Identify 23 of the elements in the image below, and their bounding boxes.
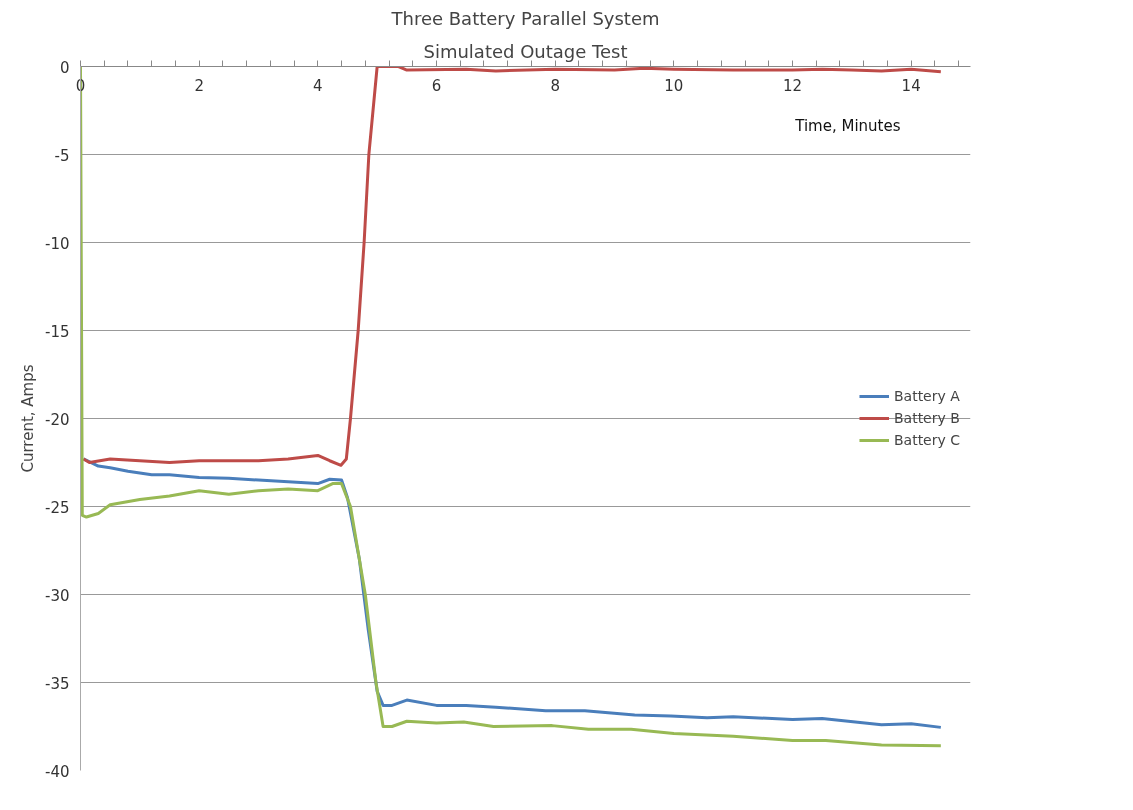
y-tick-label: -15 <box>45 322 70 341</box>
y-tick-label: -25 <box>45 498 70 517</box>
y-tick-label: -5 <box>54 146 70 165</box>
x-tick-label: 6 <box>431 76 442 95</box>
legend-label: Battery A <box>893 388 960 404</box>
chart-title: Three Battery Parallel System <box>390 7 660 29</box>
x-tick-label: 14 <box>901 76 921 95</box>
x-tick-label: 2 <box>194 76 204 95</box>
x-tick-label: 4 <box>313 76 323 95</box>
y-axis-title: Current, Amps <box>19 364 37 473</box>
y-tick-label: -30 <box>45 586 70 605</box>
y-tick-label: -35 <box>45 674 70 693</box>
legend-label: Battery C <box>893 432 960 448</box>
x-tick-label: 10 <box>664 76 684 95</box>
y-tick-label: -20 <box>45 410 70 429</box>
x-tick-label: 8 <box>550 76 560 95</box>
legend-label: Battery B <box>893 410 960 426</box>
y-tick-label: -40 <box>45 762 70 781</box>
x-tick-label: 12 <box>782 76 803 95</box>
chart-subtitle: Simulated Outage Test <box>423 40 628 62</box>
x-axis-title: Time, Minutes <box>794 116 901 135</box>
y-tick-label: -10 <box>45 234 70 253</box>
y-tick-label: 0 <box>59 58 70 77</box>
